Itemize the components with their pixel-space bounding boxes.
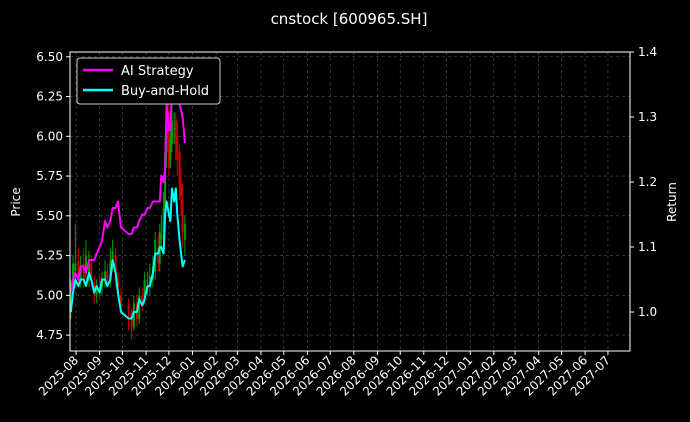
candle-body <box>82 263 85 280</box>
candle-body <box>79 266 82 280</box>
y-tick-label-left: 4.75 <box>36 328 63 342</box>
candle-body <box>74 263 77 272</box>
candle-body <box>127 303 130 312</box>
candle-body <box>138 295 141 320</box>
candle-body <box>84 255 87 272</box>
y-tick-label-left: 5.00 <box>36 288 63 302</box>
candle-body <box>170 120 173 145</box>
candle-body <box>109 260 112 280</box>
candle-body <box>69 287 72 312</box>
candle-body <box>183 223 186 240</box>
y-tick-label-left: 6.50 <box>36 50 63 64</box>
y-tick-label-left: 6.25 <box>36 90 63 104</box>
candle-body <box>90 263 93 280</box>
candle-body <box>178 152 181 185</box>
series-lines <box>69 83 186 320</box>
candle-body <box>114 255 117 280</box>
candle-body <box>111 250 114 264</box>
candle-body <box>143 279 146 296</box>
y-tick-label-right: 1.1 <box>638 240 657 254</box>
candle-body <box>173 128 176 130</box>
y-tick-label-left: 5.75 <box>36 169 63 183</box>
candle-body <box>167 120 170 169</box>
candle-body <box>157 247 160 264</box>
y-tick-label-right: 1.4 <box>638 45 657 59</box>
legend-label-buy-and-hold: Buy-and-Hold <box>121 84 209 99</box>
y-axis-label-left: Price <box>9 187 23 216</box>
plot-frame <box>69 51 631 352</box>
candle-body <box>180 184 183 197</box>
candle-body <box>164 152 167 208</box>
candle-body <box>174 120 177 145</box>
candle-body <box>176 136 179 161</box>
y-tick-label-left: 5.25 <box>36 249 63 263</box>
y-tick-label-left: 6.00 <box>36 129 63 143</box>
chart-title: cnstock [600965.SH] <box>271 10 428 28</box>
candle-body <box>95 287 98 296</box>
candle-body <box>104 271 106 280</box>
legend: AI Strategy Buy-and-Hold <box>76 57 221 105</box>
candle-body <box>162 207 165 232</box>
candle-body <box>169 139 172 161</box>
y-tick-label-right: 1.2 <box>638 175 657 189</box>
candle-body <box>141 295 144 304</box>
candle-body <box>72 263 75 288</box>
candle-body <box>119 295 122 304</box>
series-line-ai-strategy <box>69 83 186 293</box>
candle-body <box>132 303 135 328</box>
candle-body <box>106 271 109 280</box>
series-line-buy-and-hold <box>69 187 186 320</box>
candle-body <box>88 263 91 280</box>
y-tick-label-right: 1.3 <box>638 110 657 124</box>
legend-label-ai-strategy: AI Strategy <box>121 64 194 79</box>
candle-body <box>160 234 163 240</box>
candle-body <box>181 199 184 232</box>
candle-body <box>77 260 80 277</box>
y-tick-label-left: 5.50 <box>36 209 63 223</box>
y-axis-label-right: Return <box>665 182 679 222</box>
y-tick-label-right: 1.0 <box>638 305 657 319</box>
